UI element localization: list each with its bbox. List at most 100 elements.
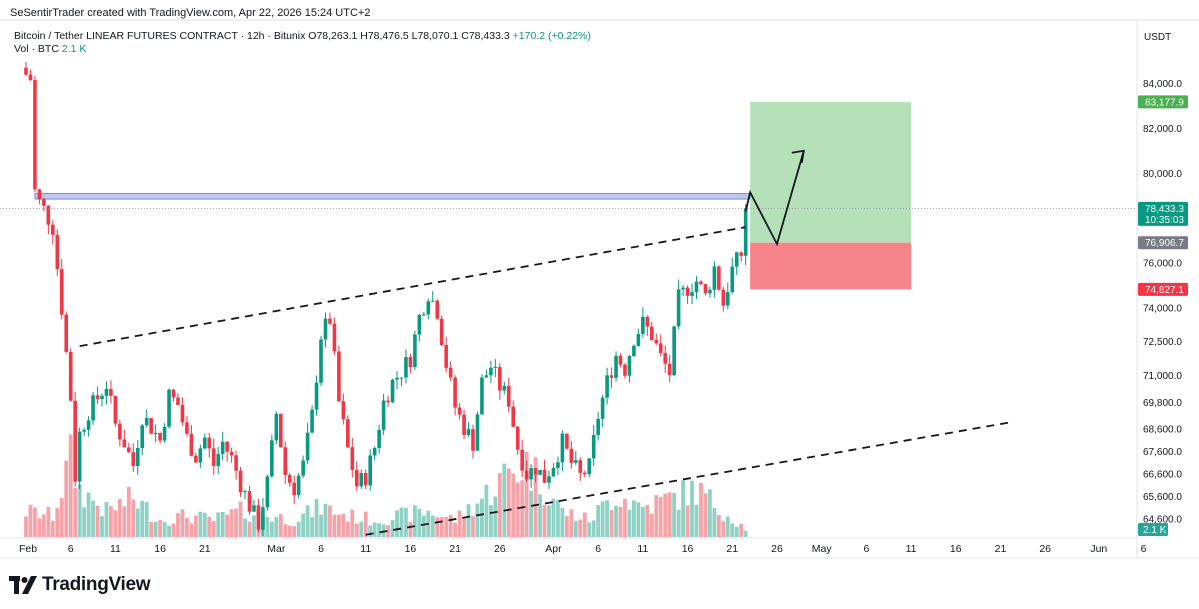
volume-bar xyxy=(573,521,578,537)
candle-body xyxy=(574,460,578,463)
volume-bar xyxy=(64,460,69,537)
price-tag-label: 74,827.1 xyxy=(1145,285,1184,296)
price-tick-label: 68,600.0 xyxy=(1143,425,1182,436)
volume-bar xyxy=(444,516,449,537)
volume-bar xyxy=(202,512,207,537)
time-tick-label: 21 xyxy=(995,543,1007,555)
volume-bar xyxy=(319,515,323,537)
candle-body xyxy=(171,389,176,398)
candle-body xyxy=(167,389,171,427)
volume-bar xyxy=(515,482,520,537)
candle-body xyxy=(127,447,131,453)
candle-body xyxy=(498,367,502,391)
candle-body xyxy=(238,470,243,493)
volume-bar xyxy=(296,521,301,537)
currency-label: USDT xyxy=(1144,32,1171,43)
volume-bar xyxy=(466,504,471,537)
candle-body xyxy=(381,400,386,430)
volume-bar xyxy=(421,515,426,537)
candle-body xyxy=(51,224,55,235)
volume-tag xyxy=(1138,523,1168,536)
volume-bar xyxy=(278,514,283,537)
candle-body xyxy=(363,473,368,486)
candle-body xyxy=(480,377,484,415)
candle-body xyxy=(216,453,221,466)
candle-body xyxy=(426,301,431,315)
candle-body xyxy=(730,266,735,293)
candle-body xyxy=(243,491,247,493)
volume-bar xyxy=(690,480,694,537)
volume-bar xyxy=(448,515,453,537)
symbol-legend[interactable]: Bitcoin / Tether LINEAR FUTURES CONTRACT… xyxy=(14,30,591,42)
volume-bars xyxy=(24,434,748,537)
price-tag xyxy=(1138,236,1188,250)
volume-bar xyxy=(430,515,435,537)
time-tick-label: 26 xyxy=(1039,543,1051,555)
candle-body xyxy=(430,300,435,302)
candle-body xyxy=(694,281,699,293)
candle-body xyxy=(560,433,565,463)
volume-bar xyxy=(104,502,109,537)
candle-body xyxy=(596,418,600,435)
candle-body xyxy=(135,448,140,467)
candle-body xyxy=(511,406,516,427)
volume-bar xyxy=(404,507,408,537)
time-tick-label: 16 xyxy=(154,543,166,555)
candle-body xyxy=(636,333,641,346)
price-tag xyxy=(1138,95,1188,109)
candle-body xyxy=(627,356,632,376)
candle-body xyxy=(404,357,408,378)
candle-body xyxy=(515,426,520,450)
volume-bar xyxy=(386,525,390,537)
lower-channel-line xyxy=(365,421,1010,536)
price-tick-label: 69,800.0 xyxy=(1143,398,1182,409)
candle-body xyxy=(547,476,551,483)
price-tag xyxy=(1138,201,1188,226)
volume-bar xyxy=(743,530,748,537)
volume-bar xyxy=(734,526,739,537)
price-change: +170.2 (+0.22%) xyxy=(512,30,591,42)
price-tick-label: 84,000.0 xyxy=(1143,79,1182,90)
volume-bar xyxy=(681,480,685,537)
candle-body xyxy=(703,284,708,294)
price-tick-label: 64,600.0 xyxy=(1143,515,1182,526)
volume-bar xyxy=(412,505,417,537)
candle-body xyxy=(86,420,91,430)
volume-bar xyxy=(502,463,507,537)
candle-body xyxy=(162,426,167,441)
candle-body xyxy=(149,418,153,434)
candle-body xyxy=(439,318,444,345)
volume-bar xyxy=(41,514,46,537)
candle-body xyxy=(144,418,149,426)
volume-bar xyxy=(24,516,28,537)
time-tick-label: May xyxy=(812,543,833,555)
candle-body xyxy=(305,432,310,461)
volume-bar xyxy=(234,508,238,537)
candle-body xyxy=(341,401,346,420)
volume-bar xyxy=(564,516,569,537)
candle-body xyxy=(739,252,743,256)
volume-bar xyxy=(685,505,690,537)
volume-bar xyxy=(471,516,475,537)
candle-body xyxy=(413,334,417,368)
candle-body xyxy=(73,400,77,482)
symbol-name: Bitcoin / Tether LINEAR FUTURES CONTRACT… xyxy=(14,30,306,42)
volume-bar xyxy=(305,505,310,537)
volume-bar xyxy=(708,489,712,537)
projection-arrow-head xyxy=(791,149,805,163)
volume-bar xyxy=(435,517,440,537)
volume-bar xyxy=(117,499,122,537)
volume-bar xyxy=(68,434,73,537)
time-tick-label: 26 xyxy=(771,543,783,555)
time-tick-label: 21 xyxy=(726,543,738,555)
tradingview-logo[interactable]: TradingView xyxy=(9,574,151,596)
volume-bar xyxy=(91,500,95,537)
time-tick-label: Feb xyxy=(19,543,37,555)
candle-body xyxy=(100,395,104,400)
candle-body xyxy=(667,363,672,376)
volume-bar xyxy=(287,525,292,537)
volume-legend[interactable]: Vol · BTC 2.1 K xyxy=(14,43,86,55)
candle-body xyxy=(104,388,109,396)
candle-body xyxy=(55,234,60,270)
